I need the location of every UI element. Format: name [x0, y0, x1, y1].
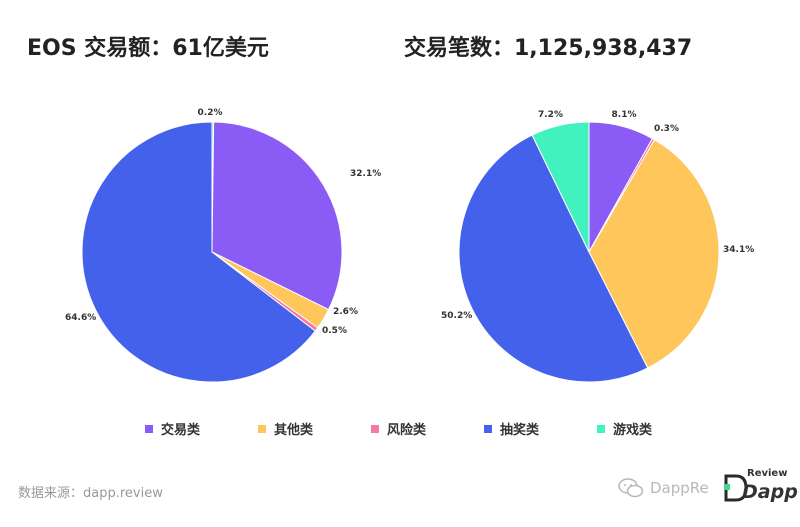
pie-data-label: 8.1%	[612, 110, 637, 120]
legend-swatch	[484, 424, 492, 433]
pie-slice-count-3	[458, 134, 649, 383]
pie-data-label: 0.5%	[322, 326, 347, 336]
legend-swatch	[371, 424, 379, 433]
pie-data-label: 34.1%	[723, 245, 754, 255]
pie-data-label: 0.2%	[198, 108, 223, 118]
brand-review-text: Review	[747, 468, 788, 479]
data-source-note: 数据来源：dapp.review	[18, 486, 163, 501]
brand-dapp-text: Dapp	[742, 481, 798, 503]
wechat-watermark: DappRe	[618, 478, 709, 498]
pie-slice-volume-4	[81, 121, 316, 383]
pie-data-label: 64.6%	[65, 313, 96, 323]
legend-swatch	[597, 424, 605, 433]
legend-item: 风险类	[371, 419, 426, 438]
pie-slice-volume-1	[211, 121, 343, 311]
pie-data-label: 2.6%	[333, 307, 358, 317]
right-chart-title: 交易笔数：1,125,938,437	[404, 36, 693, 61]
legend-item: 交易类	[145, 419, 200, 438]
pie-data-label: 32.1%	[350, 169, 381, 179]
legend-item: 其他类	[258, 419, 313, 438]
legend: 交易类 其他类 风险类 抽奖类 游戏类	[0, 419, 800, 439]
legend-label: 其他类	[274, 423, 314, 438]
wechat-icon	[618, 478, 644, 498]
legend-label: 抽奖类	[500, 423, 540, 438]
legend-label: 交易类	[161, 423, 201, 438]
left-chart-title: EOS 交易额：61亿美元	[27, 36, 269, 61]
legend-label: 风险类	[387, 423, 427, 438]
legend-item: 抽奖类	[484, 419, 539, 438]
pie-slice-count-2	[588, 139, 720, 369]
pie-slice-count-4	[531, 121, 590, 253]
legend-swatch	[145, 424, 153, 433]
legend-label: 游戏类	[613, 423, 653, 438]
watermark-text: DappRe	[650, 479, 709, 497]
dapp-review-logo-icon	[724, 474, 748, 502]
legend-swatch	[258, 424, 266, 433]
pie-data-label: 0.3%	[654, 124, 679, 134]
pie-data-label: 50.2%	[441, 311, 472, 321]
pie-data-label: 7.2%	[538, 110, 563, 120]
legend-item: 游戏类	[597, 419, 652, 438]
